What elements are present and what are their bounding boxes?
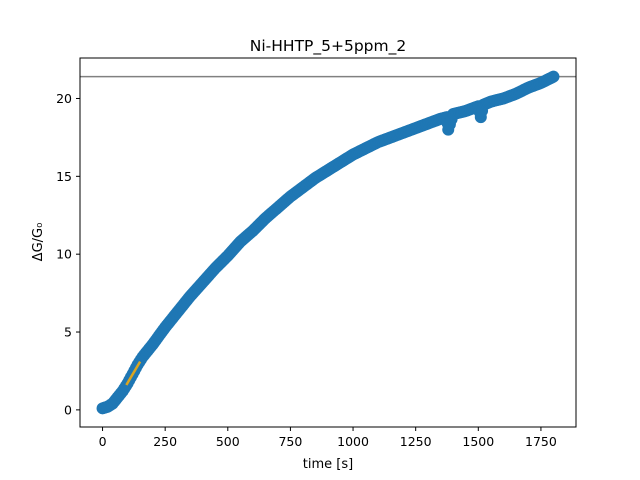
x-tick-label: 1000 <box>337 434 369 449</box>
y-axis-label: ΔG/G₀ <box>31 223 46 262</box>
data-point <box>547 70 560 83</box>
x-tick-label: 250 <box>153 434 177 449</box>
x-tick-label: 1250 <box>400 434 432 449</box>
fit-line <box>125 360 142 386</box>
y-tick-label: 10 <box>56 247 72 262</box>
x-tick-label: 500 <box>216 434 240 449</box>
y-tick-label: 20 <box>56 91 72 106</box>
x-tick-label: 1750 <box>525 434 557 449</box>
x-axis-label: time [s] <box>303 457 353 472</box>
x-tick-label: 0 <box>99 434 107 449</box>
x-tick-label: 750 <box>278 434 302 449</box>
y-axis: 0 5 10 15 20 <box>56 91 80 417</box>
y-tick-label: 0 <box>64 402 72 417</box>
x-tick-label: 1500 <box>462 434 494 449</box>
y-tick-label: 15 <box>56 169 72 184</box>
plot-frame <box>79 57 577 428</box>
chart-title: Ni-HHTP_5+5ppm_2 <box>250 37 406 56</box>
y-tick-label: 5 <box>64 325 72 340</box>
x-axis: 0 250 500 750 1000 1250 1500 1750 <box>99 427 557 449</box>
plot-area <box>80 70 576 415</box>
